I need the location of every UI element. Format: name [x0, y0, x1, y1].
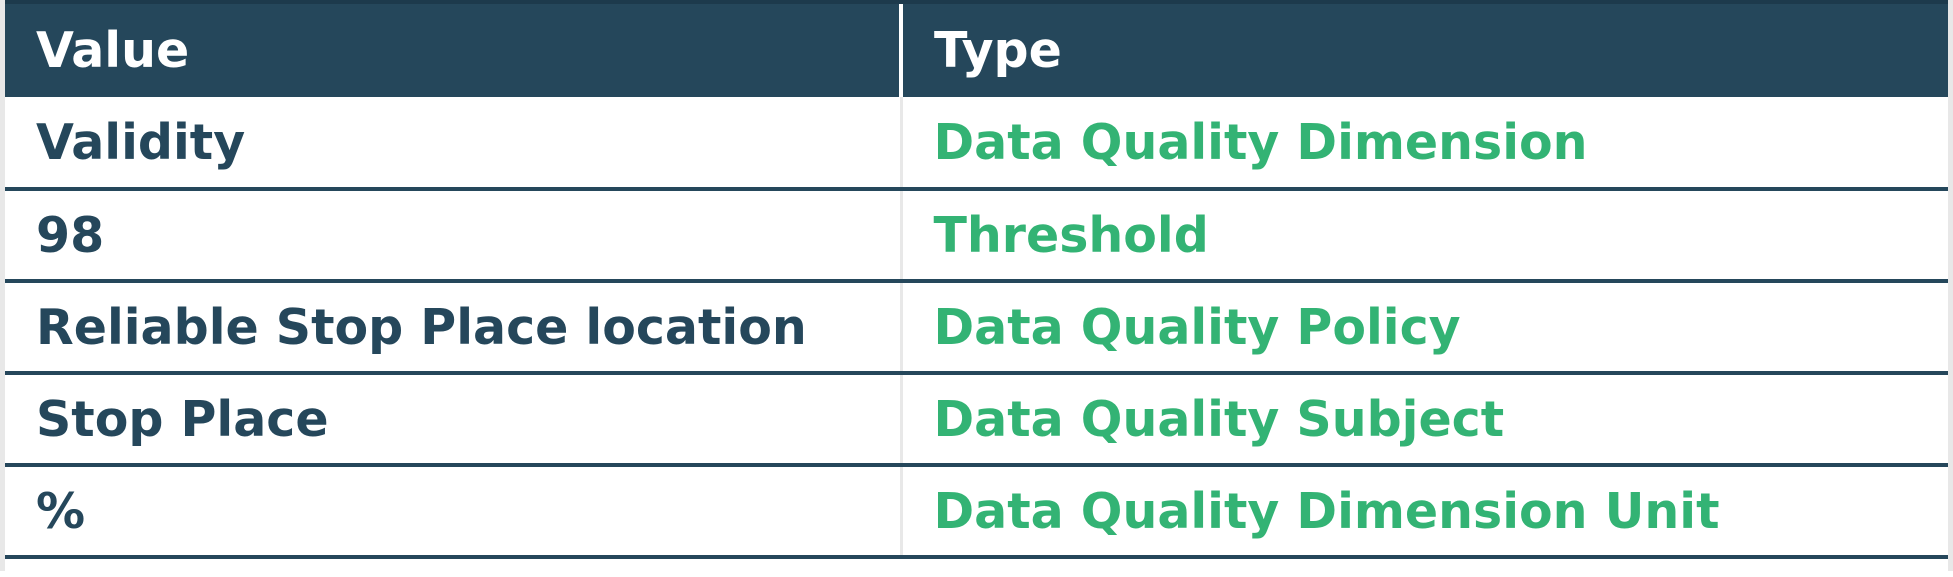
table-row: % Data Quality Dimension Unit — [5, 465, 1948, 559]
value-cell: Stop Place — [5, 373, 903, 467]
table-row: Validity Data Quality Dimension — [5, 97, 1948, 191]
value-cell: Reliable Stop Place location — [5, 281, 903, 375]
table-row: Stop Place Data Quality Subject — [5, 373, 1948, 467]
table-right-edge — [1948, 0, 1953, 571]
type-cell: Threshold — [901, 189, 1948, 283]
column-header-value: Value — [5, 0, 901, 97]
type-cell: Data Quality Policy — [901, 281, 1948, 375]
table-header-row: Value Type — [5, 0, 1948, 97]
table-row: 98 Threshold — [5, 189, 1948, 283]
table-left-edge — [0, 0, 5, 571]
value-cell: Validity — [5, 97, 903, 191]
type-cell: Data Quality Dimension Unit — [901, 465, 1948, 559]
type-cell: Data Quality Subject — [901, 373, 1948, 467]
value-cell: % — [5, 465, 903, 559]
value-cell: 98 — [5, 189, 903, 283]
value-type-table: Value Type Validity Data Quality Dimensi… — [5, 0, 1948, 559]
column-header-type: Type — [899, 0, 1948, 97]
type-cell: Data Quality Dimension — [901, 97, 1948, 191]
table-row: Reliable Stop Place location Data Qualit… — [5, 281, 1948, 375]
